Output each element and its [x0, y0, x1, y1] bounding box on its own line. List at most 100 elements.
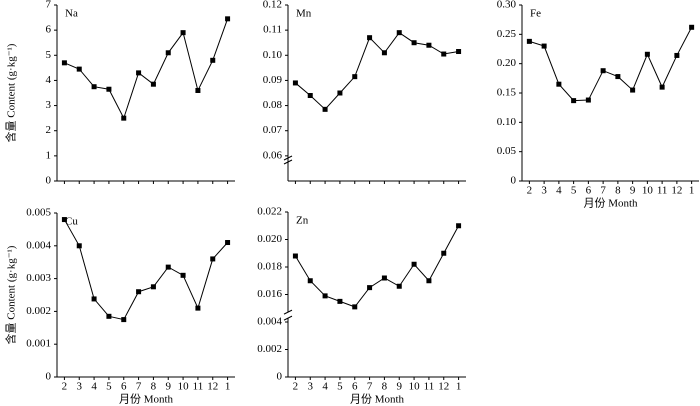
data-point	[456, 49, 462, 55]
x-tick-label: 12	[438, 381, 449, 393]
panel-title: Mn	[296, 8, 312, 20]
x-tick-label: 9	[166, 381, 172, 393]
y-tick-label: 0.004	[257, 316, 282, 328]
data-point	[541, 43, 547, 49]
data-point	[121, 115, 127, 121]
data-point	[307, 278, 313, 284]
data-point	[411, 261, 417, 267]
data-point	[367, 285, 373, 291]
y-tick-label: 1	[46, 149, 52, 161]
y-tick-label: 0.022	[257, 206, 282, 218]
data-point	[426, 278, 432, 284]
x-tick-label: 2	[293, 381, 299, 393]
data-point	[307, 93, 313, 99]
x-axis-label: 月份 Month	[583, 197, 638, 210]
data-point	[615, 74, 621, 80]
data-point	[381, 275, 387, 281]
y-tick-label: 0.020	[257, 233, 282, 245]
panel-title: Fe	[530, 8, 541, 20]
data-point	[674, 52, 680, 58]
data-point	[337, 298, 343, 304]
y-tick-label: 0	[277, 371, 283, 383]
x-axis-label: 月份 Month	[119, 393, 174, 406]
y-tick-label: 0.11	[263, 24, 282, 36]
x-tick-label: 2	[62, 381, 68, 393]
panel-title: Cu	[65, 216, 78, 228]
y-tick-label: 0.12	[263, 0, 282, 11]
x-tick-label: 7	[367, 381, 373, 393]
y-tick-label: 0.30	[497, 0, 517, 11]
data-point	[136, 70, 142, 76]
data-point	[630, 87, 636, 93]
y-tick-label: 0.018	[257, 261, 282, 273]
data-point	[121, 317, 127, 323]
data-point	[526, 38, 532, 44]
y-tick-label: 0	[46, 371, 52, 383]
y-tick-label: 0.003	[26, 272, 51, 284]
panel-title: Zn	[296, 215, 309, 227]
data-point	[91, 84, 97, 90]
data-point	[150, 81, 156, 87]
data-point	[210, 57, 216, 63]
data-point	[292, 253, 298, 259]
data-point	[106, 313, 112, 319]
y-tick-label: 0.08	[263, 99, 283, 111]
data-point	[61, 60, 67, 66]
data-point	[150, 284, 156, 290]
y-tick-label: 6	[46, 24, 52, 36]
data-line	[295, 31, 459, 111]
data-point	[180, 272, 186, 278]
y-tick-label: 5	[46, 49, 52, 61]
data-point	[225, 240, 231, 246]
y-tick-label: 0.09	[263, 74, 283, 86]
x-tick-label: 6	[352, 381, 358, 393]
data-point	[165, 264, 171, 270]
data-point	[426, 42, 432, 48]
data-point	[441, 250, 447, 256]
data-line	[294, 225, 460, 308]
data-point	[689, 24, 695, 30]
data-point	[411, 40, 417, 46]
y-tick-label: 0.07	[263, 124, 283, 136]
data-point	[195, 87, 201, 93]
x-tick-label: 5	[106, 381, 112, 393]
y-tick-label: 0.05	[497, 145, 517, 157]
y-tick-label: 0.005	[26, 207, 51, 219]
data-point	[600, 68, 606, 74]
data-point	[585, 97, 591, 103]
data-point	[195, 305, 201, 311]
data-point	[322, 106, 328, 112]
y-tick-label: 0.20	[497, 57, 517, 69]
y-tick-label: 0.25	[497, 28, 517, 40]
y-tick-label: 0.001	[26, 338, 51, 350]
y-tick-label: 0.016	[257, 288, 282, 300]
data-point	[396, 30, 402, 36]
data-point	[165, 50, 171, 56]
data-point	[136, 289, 142, 295]
y-axis-label: 含量 Content (g·kg⁻¹)	[4, 245, 18, 344]
x-tick-label: 6	[586, 185, 592, 197]
x-tick-label: 4	[556, 185, 562, 197]
x-tick-label: 11	[657, 185, 668, 197]
y-tick-label: 2	[46, 124, 52, 136]
data-point	[571, 98, 577, 104]
x-tick-label: 1	[225, 381, 231, 393]
y-tick-label: 4	[46, 74, 52, 86]
data-point	[556, 81, 562, 87]
x-tick-label: 3	[77, 381, 83, 393]
y-tick-label: 0.002	[257, 343, 282, 355]
y-tick-label: 0.004	[26, 239, 51, 251]
y-tick-label: 0	[46, 175, 52, 187]
data-point	[76, 66, 82, 72]
y-tick-label: 0.10	[497, 116, 517, 128]
data-point	[210, 256, 216, 262]
y-tick-label: 3	[46, 99, 52, 111]
data-point	[225, 16, 231, 22]
data-point	[106, 86, 112, 92]
x-tick-label: 5	[571, 185, 577, 197]
data-point	[381, 50, 387, 56]
x-tick-label: 5	[337, 381, 343, 393]
panel-title: Na	[65, 8, 78, 20]
x-tick-label: 10	[409, 381, 421, 393]
